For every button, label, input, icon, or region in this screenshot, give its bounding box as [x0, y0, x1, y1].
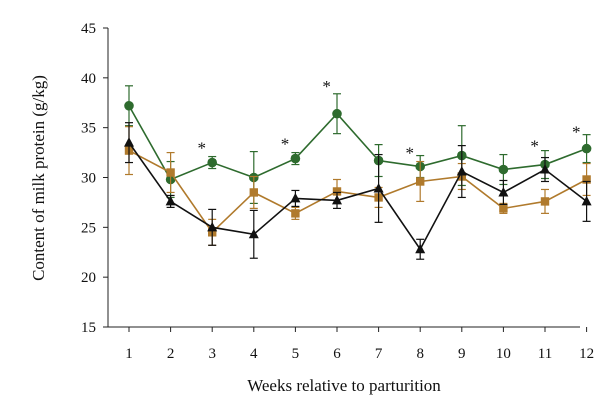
- y-tick-label: 20: [81, 270, 96, 286]
- y-axis-label: Content of milk protein (g/kg): [29, 75, 48, 281]
- data-point: [582, 175, 591, 184]
- x-tick-label: 4: [250, 346, 258, 362]
- data-point: [332, 194, 342, 205]
- y-tick-label: 40: [81, 71, 96, 87]
- series-line: [128, 105, 587, 181]
- data-point: [165, 195, 176, 206]
- data-point: [373, 182, 384, 193]
- x-tick-label: 8: [416, 346, 424, 362]
- significance-marker: *: [406, 144, 415, 163]
- data-point: [581, 143, 592, 154]
- significance-marker: *: [530, 137, 539, 156]
- data-point: [291, 209, 300, 218]
- data-point: [207, 221, 218, 232]
- data-point: [124, 137, 134, 147]
- data-point: [499, 204, 508, 213]
- y-ticks: 15 20 25 30 35 40 45: [81, 21, 108, 336]
- x-tick-label: 1: [125, 346, 133, 362]
- series-circle: [124, 85, 592, 205]
- annotation-layer: * * * * * *: [198, 77, 581, 163]
- series-square: [124, 126, 591, 246]
- y-tick-label: 25: [81, 220, 96, 236]
- y-tick-label: 30: [81, 171, 96, 187]
- y-tick-label: 45: [81, 21, 96, 37]
- x-tick-label: 7: [375, 346, 383, 362]
- series-line: [128, 149, 587, 234]
- data-point: [332, 187, 342, 196]
- data-point: [498, 186, 509, 197]
- data-point: [456, 166, 467, 176]
- x-tick-label: 11: [538, 346, 552, 362]
- data-point: [290, 153, 301, 164]
- x-tick-label: 3: [208, 346, 216, 362]
- data-point: [248, 228, 259, 239]
- series-line: [128, 142, 588, 251]
- data-point: [581, 195, 592, 206]
- data-point: [332, 108, 342, 119]
- y-tick-label: 15: [81, 320, 96, 336]
- x-tick-label: 2: [167, 346, 175, 362]
- data-point: [290, 192, 301, 203]
- x-ticks: 1 2 3 4 5 6 7 8 9 10 11 12: [125, 327, 594, 362]
- y-tick-label: 35: [81, 121, 96, 137]
- x-tick-label: 9: [458, 346, 466, 362]
- x-tick-label: 12: [579, 346, 594, 362]
- x-axis-label: Weeks relative to parturition: [247, 376, 441, 395]
- data-point: [416, 177, 425, 186]
- x-tick-label: 6: [333, 346, 341, 362]
- data-point: [415, 243, 426, 254]
- significance-marker: *: [281, 135, 290, 154]
- data-point: [540, 197, 550, 206]
- data-point: [207, 157, 217, 168]
- x-tick-label: 10: [496, 346, 511, 362]
- significance-marker: *: [198, 139, 207, 158]
- significance-marker: *: [322, 77, 331, 96]
- x-tick-label: 5: [292, 346, 300, 362]
- data-point: [166, 168, 175, 177]
- significance-marker: *: [572, 123, 581, 142]
- series-triangle: [124, 122, 592, 260]
- data-point: [124, 100, 134, 111]
- data-point: [540, 164, 550, 174]
- data-point: [249, 188, 258, 197]
- data-point: [498, 164, 509, 175]
- series-layer: [124, 85, 592, 260]
